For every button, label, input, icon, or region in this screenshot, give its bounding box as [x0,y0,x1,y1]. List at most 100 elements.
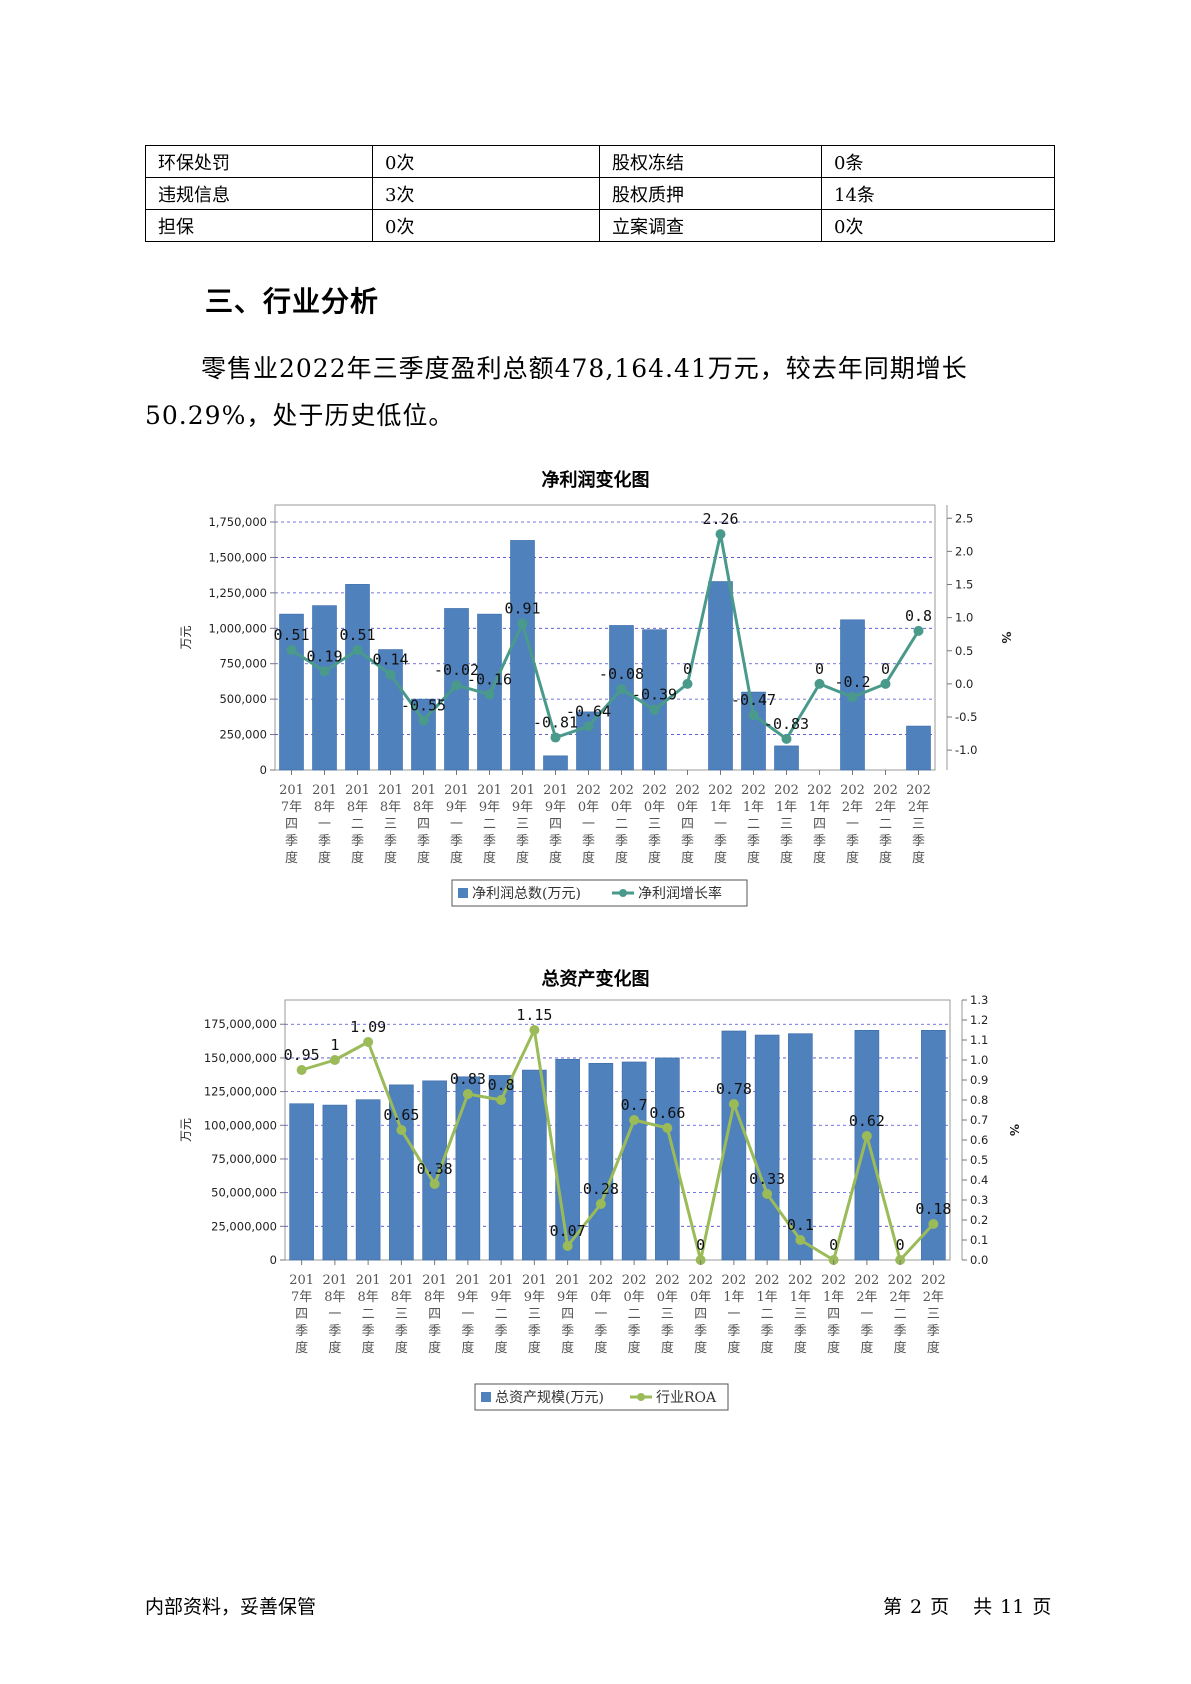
line-point [363,1037,374,1047]
svg-text:9年: 9年 [490,1290,511,1305]
svg-text:201: 201 [322,1273,347,1288]
svg-text:季: 季 [628,1324,641,1339]
y-axis-label: 万元 [179,625,193,649]
y-tick-label: 0 [270,1253,277,1267]
svg-text:一: 一 [594,1307,607,1322]
svg-text:三: 三 [927,1307,940,1322]
svg-text:季: 季 [428,1324,441,1339]
line-point [913,625,924,636]
svg-text:度: 度 [894,1340,907,1356]
bar [455,1076,481,1261]
y-axis-label: 万元 [179,1118,193,1142]
line-point [715,529,726,540]
svg-text:0年: 0年 [590,1290,611,1305]
svg-text:201: 201 [279,783,304,798]
svg-text:季: 季 [681,834,694,849]
data-label: 0.95 [284,1046,320,1064]
svg-text:季: 季 [516,834,529,849]
svg-text:201: 201 [543,783,568,798]
svg-text:季: 季 [794,1324,807,1339]
svg-text:度: 度 [362,1340,375,1356]
svg-text:9年: 9年 [545,800,566,815]
svg-text:度: 度 [860,1340,873,1356]
line-point [517,618,528,629]
table-cell: 违规信息 [145,177,373,210]
svg-text:季: 季 [594,1324,607,1339]
svg-text:三: 三 [912,817,925,832]
svg-text:季: 季 [295,1324,308,1339]
y2-tick-label: 0.7 [970,1113,988,1127]
svg-text:二: 二 [495,1307,508,1322]
data-label: -0.64 [566,702,611,720]
svg-text:8年: 8年 [324,1290,345,1305]
svg-text:一: 一 [860,1307,873,1322]
y-tick-label: 50,000,000 [211,1186,277,1200]
data-label: 0 [815,660,824,678]
svg-text:8年: 8年 [314,800,335,815]
svg-text:二: 二 [879,817,892,832]
y2-tick-label: 1.1 [970,1033,988,1047]
svg-text:度: 度 [318,850,331,866]
svg-text:202: 202 [588,1273,613,1288]
line-point [484,689,495,700]
line-point [814,678,825,689]
y-tick-label: 100,000,000 [204,1118,277,1132]
svg-text:0年: 0年 [657,1290,678,1305]
svg-text:1年: 1年 [823,1290,844,1305]
total-unit: 页 [1032,1596,1052,1618]
line-point [451,680,462,691]
svg-text:季: 季 [549,834,562,849]
svg-text:二: 二 [351,817,364,832]
table-cell: 立案调查 [599,209,822,242]
bar [854,1030,880,1261]
svg-text:202: 202 [741,783,766,798]
svg-text:201: 201 [389,1273,414,1288]
y-tick-label: 150,000,000 [204,1051,277,1065]
svg-text:202: 202 [840,783,865,798]
svg-text:三: 三 [648,817,661,832]
y2-tick-label: 0.5 [970,1153,988,1167]
svg-text:季: 季 [846,834,859,849]
data-label: 0.33 [749,1170,785,1188]
svg-text:季: 季 [827,1324,840,1339]
svg-text:度: 度 [727,1340,740,1356]
svg-text:季: 季 [780,834,793,849]
y2-tick-label: 0.2 [970,1213,988,1227]
svg-text:二: 二 [628,1307,641,1322]
svg-text:9年: 9年 [512,800,533,815]
bar [312,605,337,771]
table-cell: 股权冻结 [599,145,822,178]
svg-text:四: 四 [561,1307,574,1322]
svg-text:201: 201 [455,1273,480,1288]
data-label: 0.91 [504,600,540,618]
svg-text:一: 一 [450,817,463,832]
table-row: 环保处罚 0次 股权冻结 0条 [145,145,1055,178]
y2-tick-label: 0.5 [955,644,973,658]
svg-text:度: 度 [794,1340,807,1356]
svg-text:度: 度 [384,850,397,866]
line-point [682,678,693,689]
legend-bar-swatch [481,1392,491,1402]
svg-text:9年: 9年 [479,800,500,815]
svg-text:度: 度 [561,1340,574,1356]
data-label: -0.39 [632,686,677,704]
svg-text:四: 四 [285,817,298,832]
svg-text:度: 度 [461,1340,474,1356]
svg-text:度: 度 [295,1340,308,1356]
svg-text:四: 四 [428,1307,441,1322]
line-point [728,1099,739,1109]
bar [588,1063,614,1261]
svg-text:度: 度 [528,1340,541,1356]
